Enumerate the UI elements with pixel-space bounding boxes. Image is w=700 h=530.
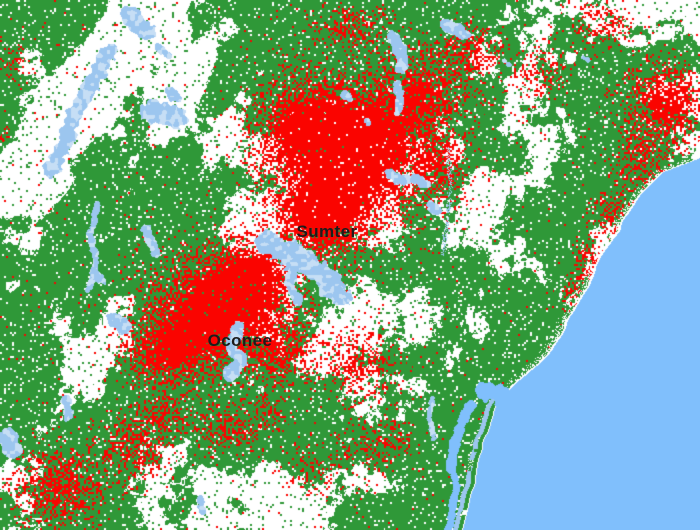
landcover-map[interactable]: Sumter Oconee [0, 0, 700, 530]
map-canvas [0, 0, 700, 530]
